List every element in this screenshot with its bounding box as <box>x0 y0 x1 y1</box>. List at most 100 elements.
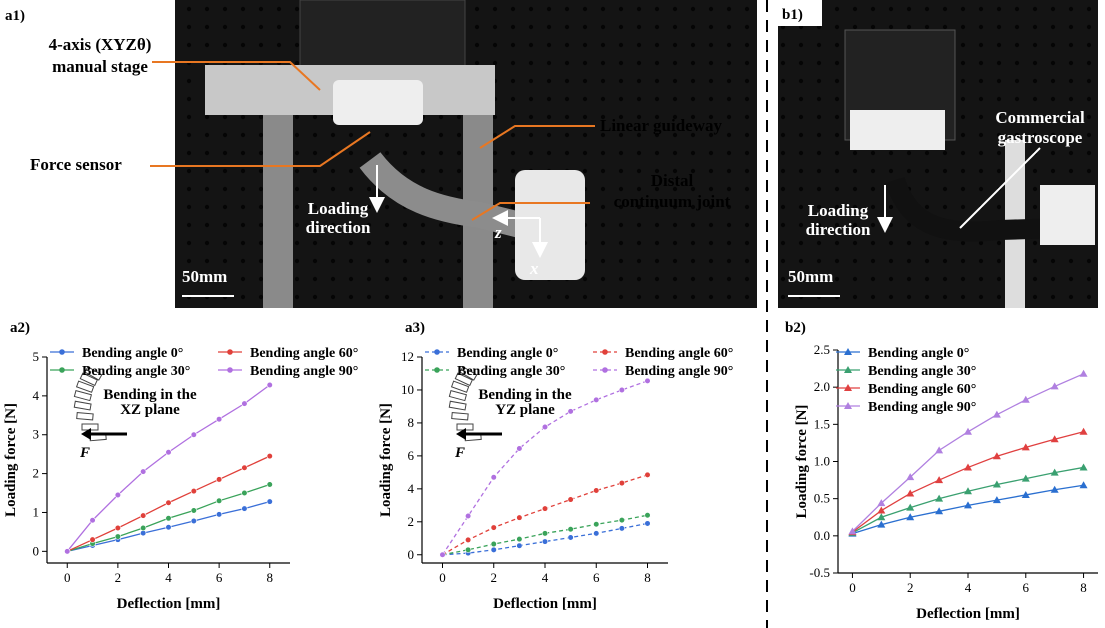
marker <box>1021 490 1030 498</box>
x-tick-label: 8 <box>267 570 274 585</box>
legend-marker <box>434 349 440 355</box>
inset-segment <box>73 390 93 402</box>
legend-marker <box>844 366 852 373</box>
annotation: Force sensor <box>30 155 122 174</box>
marker <box>490 474 497 481</box>
y-tick-label: 1 <box>33 504 40 519</box>
x-tick-label: 6 <box>593 570 600 585</box>
marker <box>165 499 172 506</box>
legend-label: Bending angle 60° <box>250 346 358 361</box>
inset-segment <box>459 366 478 381</box>
y-tick-label: -0.5 <box>809 565 830 580</box>
marker <box>140 524 147 532</box>
inset-segment <box>76 412 94 421</box>
marker <box>906 513 915 521</box>
force-label: F <box>454 445 465 461</box>
marker <box>490 546 497 553</box>
marker <box>593 521 600 528</box>
scale-label: 50mm <box>788 267 833 286</box>
x-tick-label: 0 <box>64 570 71 585</box>
marker <box>992 452 1001 460</box>
marker <box>465 512 472 520</box>
legend-marker <box>227 367 233 373</box>
legend-label: Bending angle 60° <box>625 346 733 361</box>
x-tick-label: 4 <box>165 570 172 585</box>
annotation: direction <box>306 218 371 237</box>
marker <box>964 463 972 471</box>
inset-text: Bending in the <box>103 387 197 403</box>
y-tick-label: 3 <box>33 427 40 442</box>
legend-label: Bending angle 90° <box>625 364 733 379</box>
marker <box>190 431 197 438</box>
y-tick-label: 5 <box>33 349 40 364</box>
marker <box>165 524 172 531</box>
x-tick-label: 0 <box>849 580 856 595</box>
annotation: continuum joint <box>614 192 731 211</box>
marker <box>1050 468 1059 476</box>
annotation: Distal <box>651 171 694 190</box>
annotation: 4-axis (XYZθ) <box>49 35 152 54</box>
force-label: F <box>79 445 90 461</box>
panel-label: a3) <box>405 320 425 336</box>
legend-label: Bending angle 0° <box>82 346 183 361</box>
legend-marker <box>602 349 608 355</box>
annotation: x <box>529 259 539 278</box>
y-tick-label: 4 <box>408 481 415 496</box>
y-tick-label: 2.0 <box>814 379 830 394</box>
x-tick-label: 6 <box>1023 580 1030 595</box>
inset-arrow-head <box>456 428 466 440</box>
annotation: z <box>494 223 502 242</box>
marker <box>935 446 944 454</box>
marker <box>140 468 147 475</box>
x-axis-title: Deflection [mm] <box>117 596 221 612</box>
marker <box>618 479 625 487</box>
legend-label: Bending angle 30° <box>457 364 565 379</box>
marker <box>1079 369 1088 377</box>
marker <box>1079 427 1088 435</box>
annotation: Commercial <box>995 108 1085 127</box>
annotation: Loading <box>308 199 369 218</box>
marker <box>877 499 886 507</box>
marker <box>266 498 273 505</box>
y-tick-label: 12 <box>401 349 414 364</box>
marker <box>618 386 625 394</box>
marker <box>1050 435 1059 443</box>
legend-marker <box>602 367 608 373</box>
leaders <box>150 61 595 221</box>
marker <box>516 514 523 521</box>
marker <box>618 517 625 524</box>
x-tick-label: 2 <box>491 570 498 585</box>
label-box <box>778 0 822 26</box>
adapter <box>333 80 423 125</box>
annotation: Loading <box>808 201 869 220</box>
inset-segment <box>451 412 469 421</box>
marker <box>567 534 574 541</box>
y-tick-label: 0 <box>33 543 40 558</box>
marker <box>190 487 197 495</box>
marker <box>490 540 497 548</box>
x-axis-title: Deflection [mm] <box>493 596 597 612</box>
marker <box>644 471 651 478</box>
y-tick-label: 0 <box>408 547 415 562</box>
legend-label: Bending angle 0° <box>868 346 969 361</box>
marker <box>1079 463 1088 471</box>
marker <box>439 551 446 558</box>
legend-label: Bending angle 90° <box>250 364 358 379</box>
annotation: manual stage <box>52 57 148 76</box>
x-tick-label: 8 <box>1080 580 1087 595</box>
y-tick-label: 10 <box>401 382 414 397</box>
marker <box>567 408 574 415</box>
legend-label: Bending angle 30° <box>82 364 190 379</box>
base <box>1040 185 1095 245</box>
marker <box>465 546 472 553</box>
marker <box>593 487 600 494</box>
marker <box>266 453 273 460</box>
x-tick-label: 4 <box>542 570 549 585</box>
legend-label: Bending angle 90° <box>868 400 976 415</box>
legend-marker <box>227 349 233 355</box>
marker <box>241 505 248 512</box>
marker <box>541 538 549 545</box>
annotation: gastroscope <box>998 128 1083 147</box>
marker <box>848 527 857 535</box>
x-tick-label: 2 <box>907 580 914 595</box>
